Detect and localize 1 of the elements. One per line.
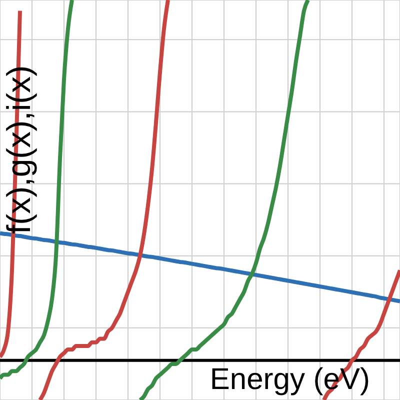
y-axis-title: f(x),g(x),i(x)	[0, 65, 37, 234]
